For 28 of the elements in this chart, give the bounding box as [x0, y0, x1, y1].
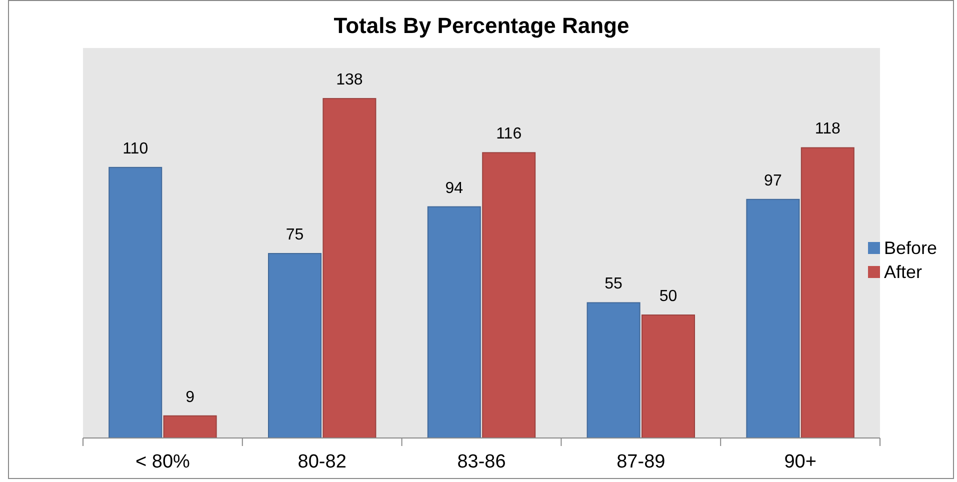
bar: [322, 98, 376, 438]
data-label: 116: [496, 126, 522, 143]
x-tick-label: 90+: [784, 451, 816, 472]
bar: [641, 314, 695, 438]
data-label: 97: [764, 172, 782, 190]
x-tick-label: < 80%: [135, 451, 190, 472]
x-tick-label: 80-82: [298, 451, 346, 472]
x-tick-label: 83-86: [457, 451, 506, 472]
x-tick-label: 87-89: [616, 451, 666, 472]
bar: [586, 302, 640, 438]
data-label: 118: [814, 120, 840, 138]
data-label: 55: [604, 276, 623, 293]
data-label: 138: [336, 72, 363, 89]
legend-label: After: [884, 262, 922, 282]
data-label: 75: [286, 226, 304, 244]
data-label: 50: [659, 288, 678, 306]
chart-title: Totals By Percentage Range: [334, 13, 630, 38]
bar: [482, 152, 536, 438]
bar: [268, 253, 322, 438]
data-label: 110: [122, 140, 148, 158]
bar: [746, 198, 800, 438]
data-label: 9: [186, 388, 195, 406]
legend-label: Before: [884, 238, 938, 258]
bar: [427, 206, 481, 438]
bar: [108, 166, 162, 438]
data-label: 94: [445, 180, 464, 197]
bar: [163, 415, 217, 438]
bar: [800, 147, 854, 438]
